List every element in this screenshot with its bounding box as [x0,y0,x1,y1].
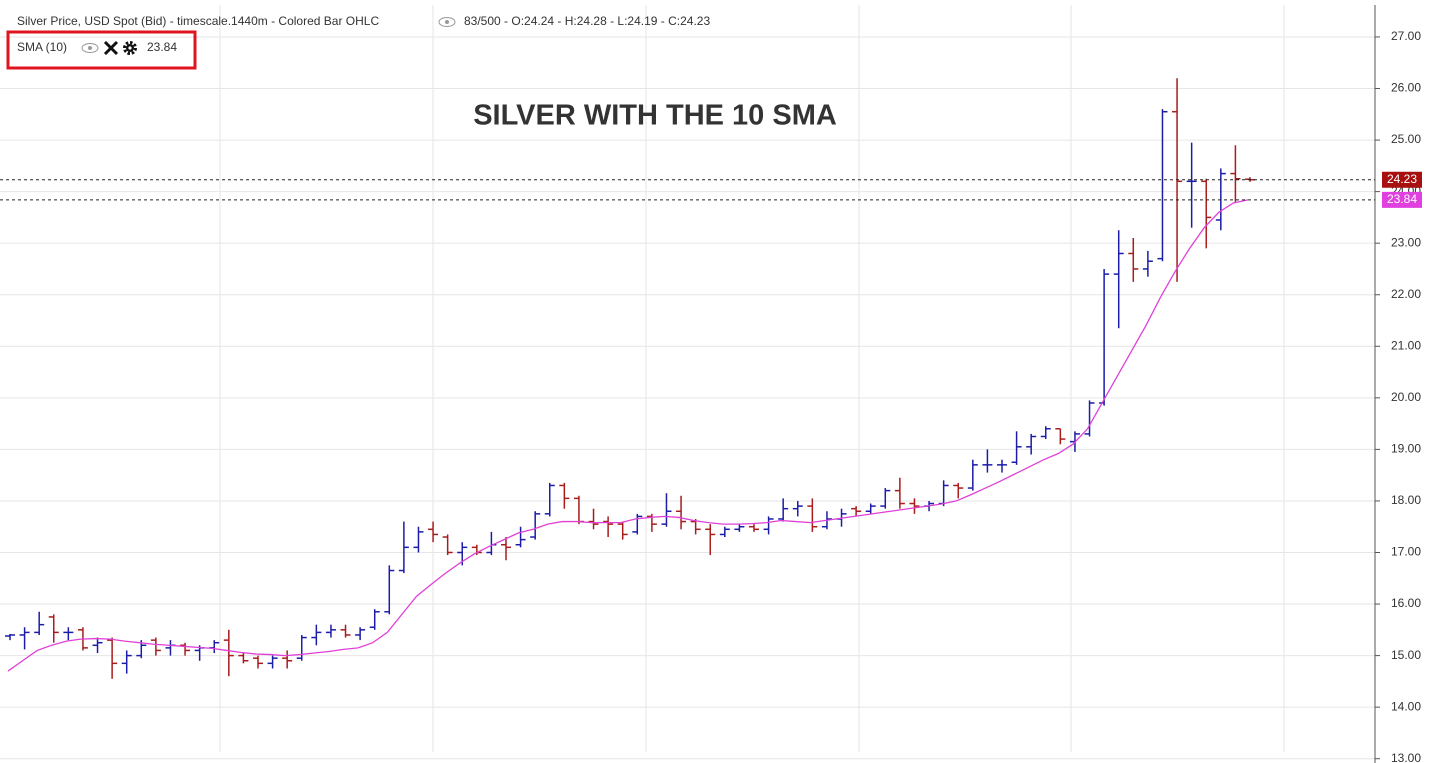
sma-line [7,199,1249,672]
eye-icon[interactable] [81,43,99,53]
eye-icon[interactable] [438,17,456,27]
price-label: 24.23 [1387,172,1417,186]
y-tick-label: 20.00 [1391,390,1421,404]
plot-layer [0,5,1375,760]
y-tick-label: 21.00 [1391,338,1421,352]
remove-icon[interactable] [103,40,119,56]
y-tick-label: 17.00 [1391,545,1421,559]
y-tick-label: 16.00 [1391,596,1421,610]
y-tick-label: 19.00 [1391,442,1421,456]
price-label-bg [1382,171,1422,188]
y-tick-label: 13.00 [1391,751,1421,763]
annotation: SILVER WITH THE 10 SMA [473,100,837,132]
legend-sma-name: SMA (10) [17,40,67,54]
y-tick-label: 18.00 [1391,493,1421,507]
highlight-box [6,30,197,70]
price-label: 23.84 [1387,192,1417,206]
legend-sma-value: 23.84 [147,40,177,54]
y-tick-label: 14.00 [1391,699,1421,713]
chart-title: Silver Price, USD Spot (Bid) - timescale… [17,14,379,28]
y-tick-label: 27.00 [1391,29,1421,43]
y-tick-label: 25.00 [1391,132,1421,146]
y-tick-label: 23.00 [1391,235,1421,249]
y-tick-label: 15.00 [1391,648,1421,662]
settings-icon[interactable] [123,41,137,55]
y-tick-label: 22.00 [1391,287,1421,301]
ohlc-status: 83/500 - O:24.24 - H:24.28 - L:24.19 - C… [464,14,710,28]
y-tick-label: 26.00 [1391,81,1421,95]
price-label-bg [1382,191,1422,208]
